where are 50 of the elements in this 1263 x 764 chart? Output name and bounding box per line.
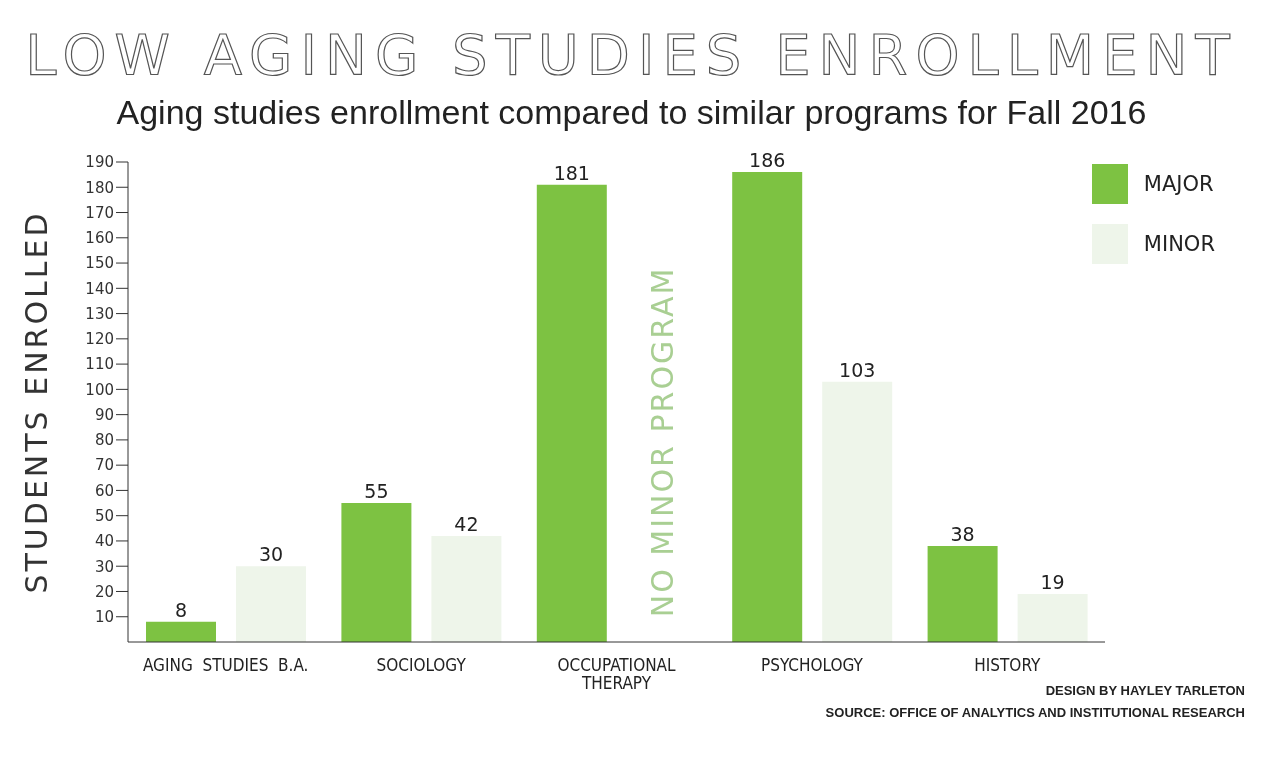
bar (236, 566, 306, 642)
x-tick-label: OCCUPATIONAL THERAPY (557, 655, 677, 694)
y-tick-label: 190 (85, 153, 114, 172)
x-tick-label: SOCIOLOGY (376, 655, 467, 676)
y-tick-label: 70 (94, 456, 114, 475)
chart-title: LOW AGING STUDIES ENROLLMENT (24, 21, 1239, 89)
data-label: 55 (364, 480, 389, 503)
y-tick-label: 150 (85, 254, 114, 273)
data-label: 19 (1040, 571, 1065, 593)
y-tick-label: 140 (85, 279, 114, 298)
y-tick-label: 90 (94, 405, 114, 424)
y-tick-label: 170 (85, 203, 114, 222)
y-tick-label: 10 (94, 608, 114, 627)
y-tick-label: 40 (94, 532, 114, 551)
data-label: 42 (454, 512, 479, 535)
y-tick-label: 110 (85, 355, 114, 374)
data-label: 103 (839, 358, 876, 381)
y-tick-label: 180 (85, 178, 114, 197)
annotation: NO MINOR PROGRAM (644, 266, 679, 618)
x-tick-label: HISTORY (974, 655, 1041, 676)
x-tick-label: PSYCHOLOGY (760, 655, 864, 676)
bar (146, 621, 216, 642)
bar (927, 546, 998, 642)
y-tick-label: 80 (94, 431, 114, 450)
y-tick-label: 160 (85, 229, 114, 248)
bar (1017, 594, 1088, 642)
data-label: 186 (749, 149, 786, 172)
bar (536, 184, 607, 642)
y-tick-label: 130 (85, 304, 114, 323)
x-tick-label: AGING STUDIES B.A. (142, 655, 309, 676)
text: DESIGN BY HAYLEY TARLETON (1044, 682, 1245, 700)
bar (341, 503, 412, 642)
data-label: 181 (553, 161, 590, 184)
y-tick-label: 120 (85, 330, 114, 349)
y-axis-title: STUDENTS ENROLLED (18, 210, 54, 594)
y-tick-label: 30 (94, 557, 114, 576)
legend-label: MINOR (1143, 232, 1215, 256)
data-label: 8 (174, 598, 188, 621)
bar (732, 172, 803, 642)
y-tick-label: 60 (94, 481, 114, 500)
y-tick-label: 100 (85, 380, 114, 399)
legend-label: MAJOR (1143, 172, 1214, 196)
data-label: 30 (258, 543, 284, 566)
chart-subtitle: Aging studies enrollment compared to similar programs for Fall 2016 (115, 92, 1148, 133)
y-tick-label: 50 (94, 507, 114, 526)
source-note: SOURCE: OFFICE OF ANALYTICS AND INSTITUTIONAL RESEARCH (825, 704, 1245, 722)
data-label: 38 (950, 523, 975, 545)
bar (822, 381, 893, 642)
bar (431, 535, 502, 642)
y-tick-label: 20 (94, 582, 114, 601)
